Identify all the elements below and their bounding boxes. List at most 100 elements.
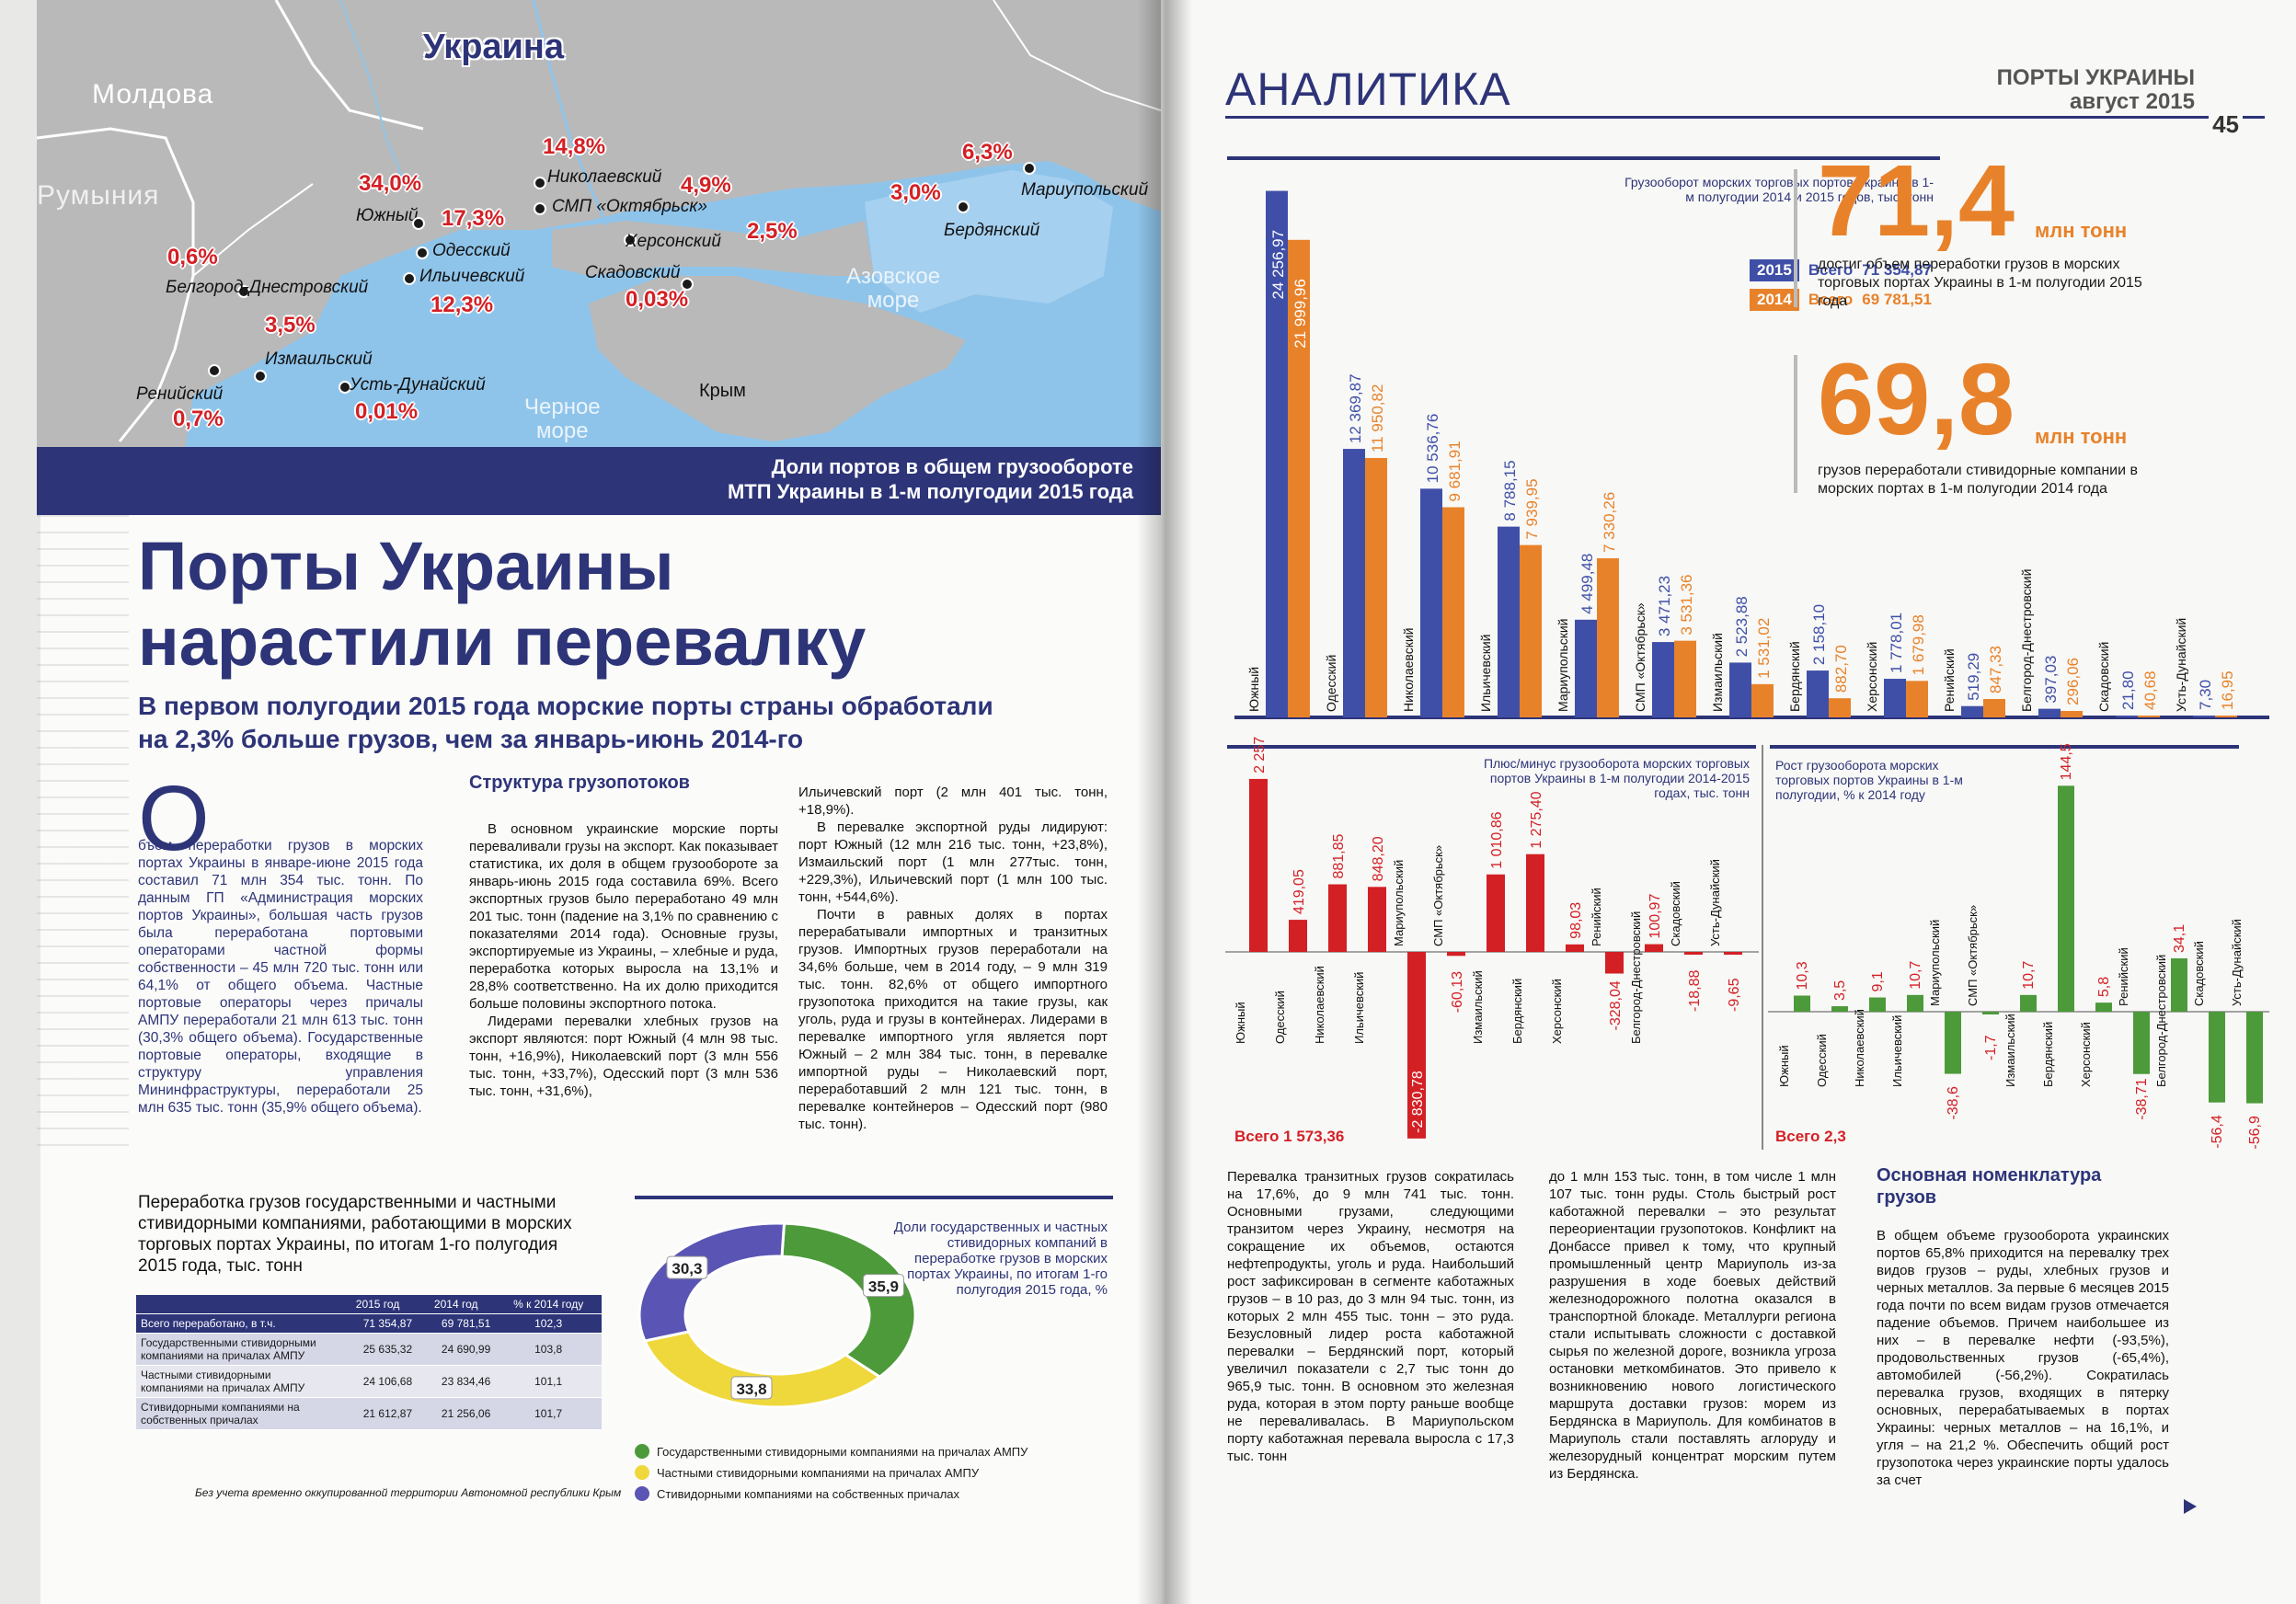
chart1-category-label: Южный (1246, 667, 1261, 712)
bleed-through-text (37, 515, 129, 1159)
port-share-yuzhny: 34,0% (359, 171, 422, 196)
map-shapes (37, 0, 1161, 515)
chart1-value-2014: 1 679,98 (1910, 614, 1927, 675)
chart2-bar (1605, 952, 1624, 974)
chart2-category-label: Измаильский (1471, 970, 1485, 1044)
port-share-reni: 0,7% (173, 407, 224, 431)
legend-dot-purple (635, 1486, 649, 1501)
chart1-bar-2015 (1498, 526, 1520, 717)
chart2-category-label: Бердянский (1510, 979, 1524, 1044)
donut-label-box (730, 1376, 773, 1400)
chart2-value: 1 010,86 (1489, 811, 1505, 868)
chart1-bar-2015 (2193, 716, 2215, 717)
chart1-title: Грузооборот морских торговых портов Укра… (1624, 175, 1934, 204)
chart1-bar-2014 (2215, 716, 2237, 717)
chart1-value-2015: 7,30 (2197, 680, 2214, 710)
chart3-title: Рост грузооборота морских торговых порто… (1775, 758, 1963, 802)
chart3-value: -38,6 (1946, 1086, 1961, 1120)
table-title: Переработка грузов государственными и ча… (138, 1193, 572, 1276)
chart1-category-label: СМП «Октябрьск» (1633, 602, 1647, 712)
chart1-category-label: Белгород-Днестровский (2019, 569, 2034, 712)
chart3-category-label: Усть-Дунайский (2230, 919, 2244, 1006)
chart2-value: 848,20 (1371, 836, 1386, 881)
stat1-number: 71,4 (1818, 144, 2015, 258)
azov-sea-label: Азовское море (846, 264, 941, 313)
donut-legend-3: Стивидорными компаниями на собственных п… (635, 1486, 959, 1501)
port-share-skadovsk: 0,03% (626, 287, 689, 312)
chart3-rule (1770, 745, 2239, 749)
chart1-bar-2014 (1674, 640, 1696, 717)
right-col3-heading: Основная номенклатура грузов (1877, 1165, 2102, 1208)
port-name-ust-dunaisk: Усть-Дунайский (350, 375, 486, 395)
map-title: Доли портов в общем грузообороте МТП Укр… (727, 455, 1133, 503)
chart2-category-label: Херсонский (1550, 979, 1564, 1044)
chart3-value: 9,1 (1870, 971, 1886, 991)
chart1-category-label: Усть-Дунайский (2174, 618, 2188, 712)
chart3-category-label: Измаильский (2003, 1014, 2017, 1087)
chart2-value: 881,85 (1331, 833, 1347, 878)
section-title: АНАЛИТИКА (1225, 63, 1511, 115)
port-name-reni: Ренийский (136, 384, 224, 404)
chart3-category-label: Бердянский (2041, 1022, 2055, 1087)
chart2-category-label: Южный (1234, 1002, 1247, 1044)
chart2-category-label: Одесский (1273, 991, 1287, 1044)
chart1-value-2015: 397,03 (2042, 656, 2060, 704)
donut-label-box (666, 1255, 708, 1279)
right-page: АНАЛИТИКА ПОРТЫ УКРАИНЫ август 2015 45 Г… (1161, 0, 2296, 1604)
port-name-kherson: Херсонский (626, 232, 721, 251)
chart3-category-label: Херсонский (2079, 1022, 2093, 1087)
port-name-ilyichevsk: Ильичевский (419, 267, 525, 286)
chart2-value: 98,03 (1568, 902, 1584, 939)
chart2-rule (1227, 745, 1756, 749)
chart1-bar-2014 (1751, 683, 1774, 717)
table-row: Государственными стивидорными компаниями… (136, 1333, 602, 1366)
chart2-category-label: СМП «Октябрьск» (1431, 845, 1445, 946)
stat2-number: 69,8 (1818, 343, 2015, 456)
chart1-bar-2015 (1652, 642, 1674, 717)
port-dot-berdyansk (957, 200, 970, 213)
article-col1: бъем переработки грузов в морских портах… (138, 838, 423, 1116)
port-name-oktyabrsk: СМП «Октябрьск» (552, 197, 707, 216)
stat1-unit: млн тонн (2035, 219, 2128, 242)
black-sea-label: Черное море (524, 395, 601, 443)
chart1-value-2014: 11 950,82 (1369, 384, 1386, 453)
chart1-value-2015: 12 369,87 (1347, 373, 1364, 443)
donut-value-label: 35,9 (868, 1278, 899, 1296)
port-share-kherson: 2,5% (747, 219, 798, 244)
chart1-rule (1227, 156, 1940, 160)
legend-dot-yellow (635, 1465, 649, 1480)
chart1-value-2014: 9 681,91 (1446, 441, 1464, 501)
port-dot-izmail (254, 370, 267, 383)
stat2-unit: млн тонн (2035, 425, 2128, 448)
donut-slice (637, 1221, 786, 1343)
col2-heading: Структура грузопотоков (469, 773, 690, 793)
chart2-value: -328,04 (1608, 980, 1624, 1030)
chart2-category-label: Белгород-Днестровский (1629, 911, 1643, 1044)
chart2-bar (1289, 920, 1307, 952)
stat1-rule (1794, 169, 1797, 307)
chart1-bar-2015 (1884, 679, 1906, 717)
port-dot-ust-dunaisk (339, 381, 351, 394)
chart1-value-2015: 3 471,23 (1656, 576, 1673, 636)
port-name-yuzhny: Южный (356, 206, 419, 225)
chart1-category-label: Мариупольский (1556, 619, 1570, 713)
chart3-value: 3,5 (1832, 980, 1848, 1001)
table-header (136, 1295, 339, 1314)
stat2-rule (1794, 355, 1797, 493)
chart2-value: -60,13 (1450, 971, 1465, 1013)
chart2-bar (1447, 952, 1465, 957)
chart2-category-label: Мариупольский (1392, 860, 1406, 946)
chart3-svg: Южный 10,3 Одесский 3,5 Николаевский 9,1 Ильич… (1768, 743, 2269, 1150)
port-share-oktyabrsk: 4,9% (681, 173, 731, 198)
chart1-category-label: Ильичевский (1478, 635, 1493, 712)
chart2-bar (1684, 952, 1703, 955)
chart3-value: 10,3 (1795, 961, 1810, 990)
header-rule (1225, 116, 2265, 119)
chart2-value: 1 275,40 (1529, 791, 1544, 848)
donut-title: Доли государственных и частных стивидорн… (893, 1220, 1108, 1298)
chart1-category-label: Ренийский (1942, 648, 1957, 712)
chart1-value-2014: 21 999,96 (1292, 279, 1309, 349)
chart1-svg: Южный 24 256,97 21 999,96 Одесский 12 369,87… (1234, 190, 2269, 719)
table-row: Стивидорными компаниями на собственных п… (136, 1397, 602, 1430)
chart1-value-2015: 10 536,76 (1424, 414, 1441, 484)
